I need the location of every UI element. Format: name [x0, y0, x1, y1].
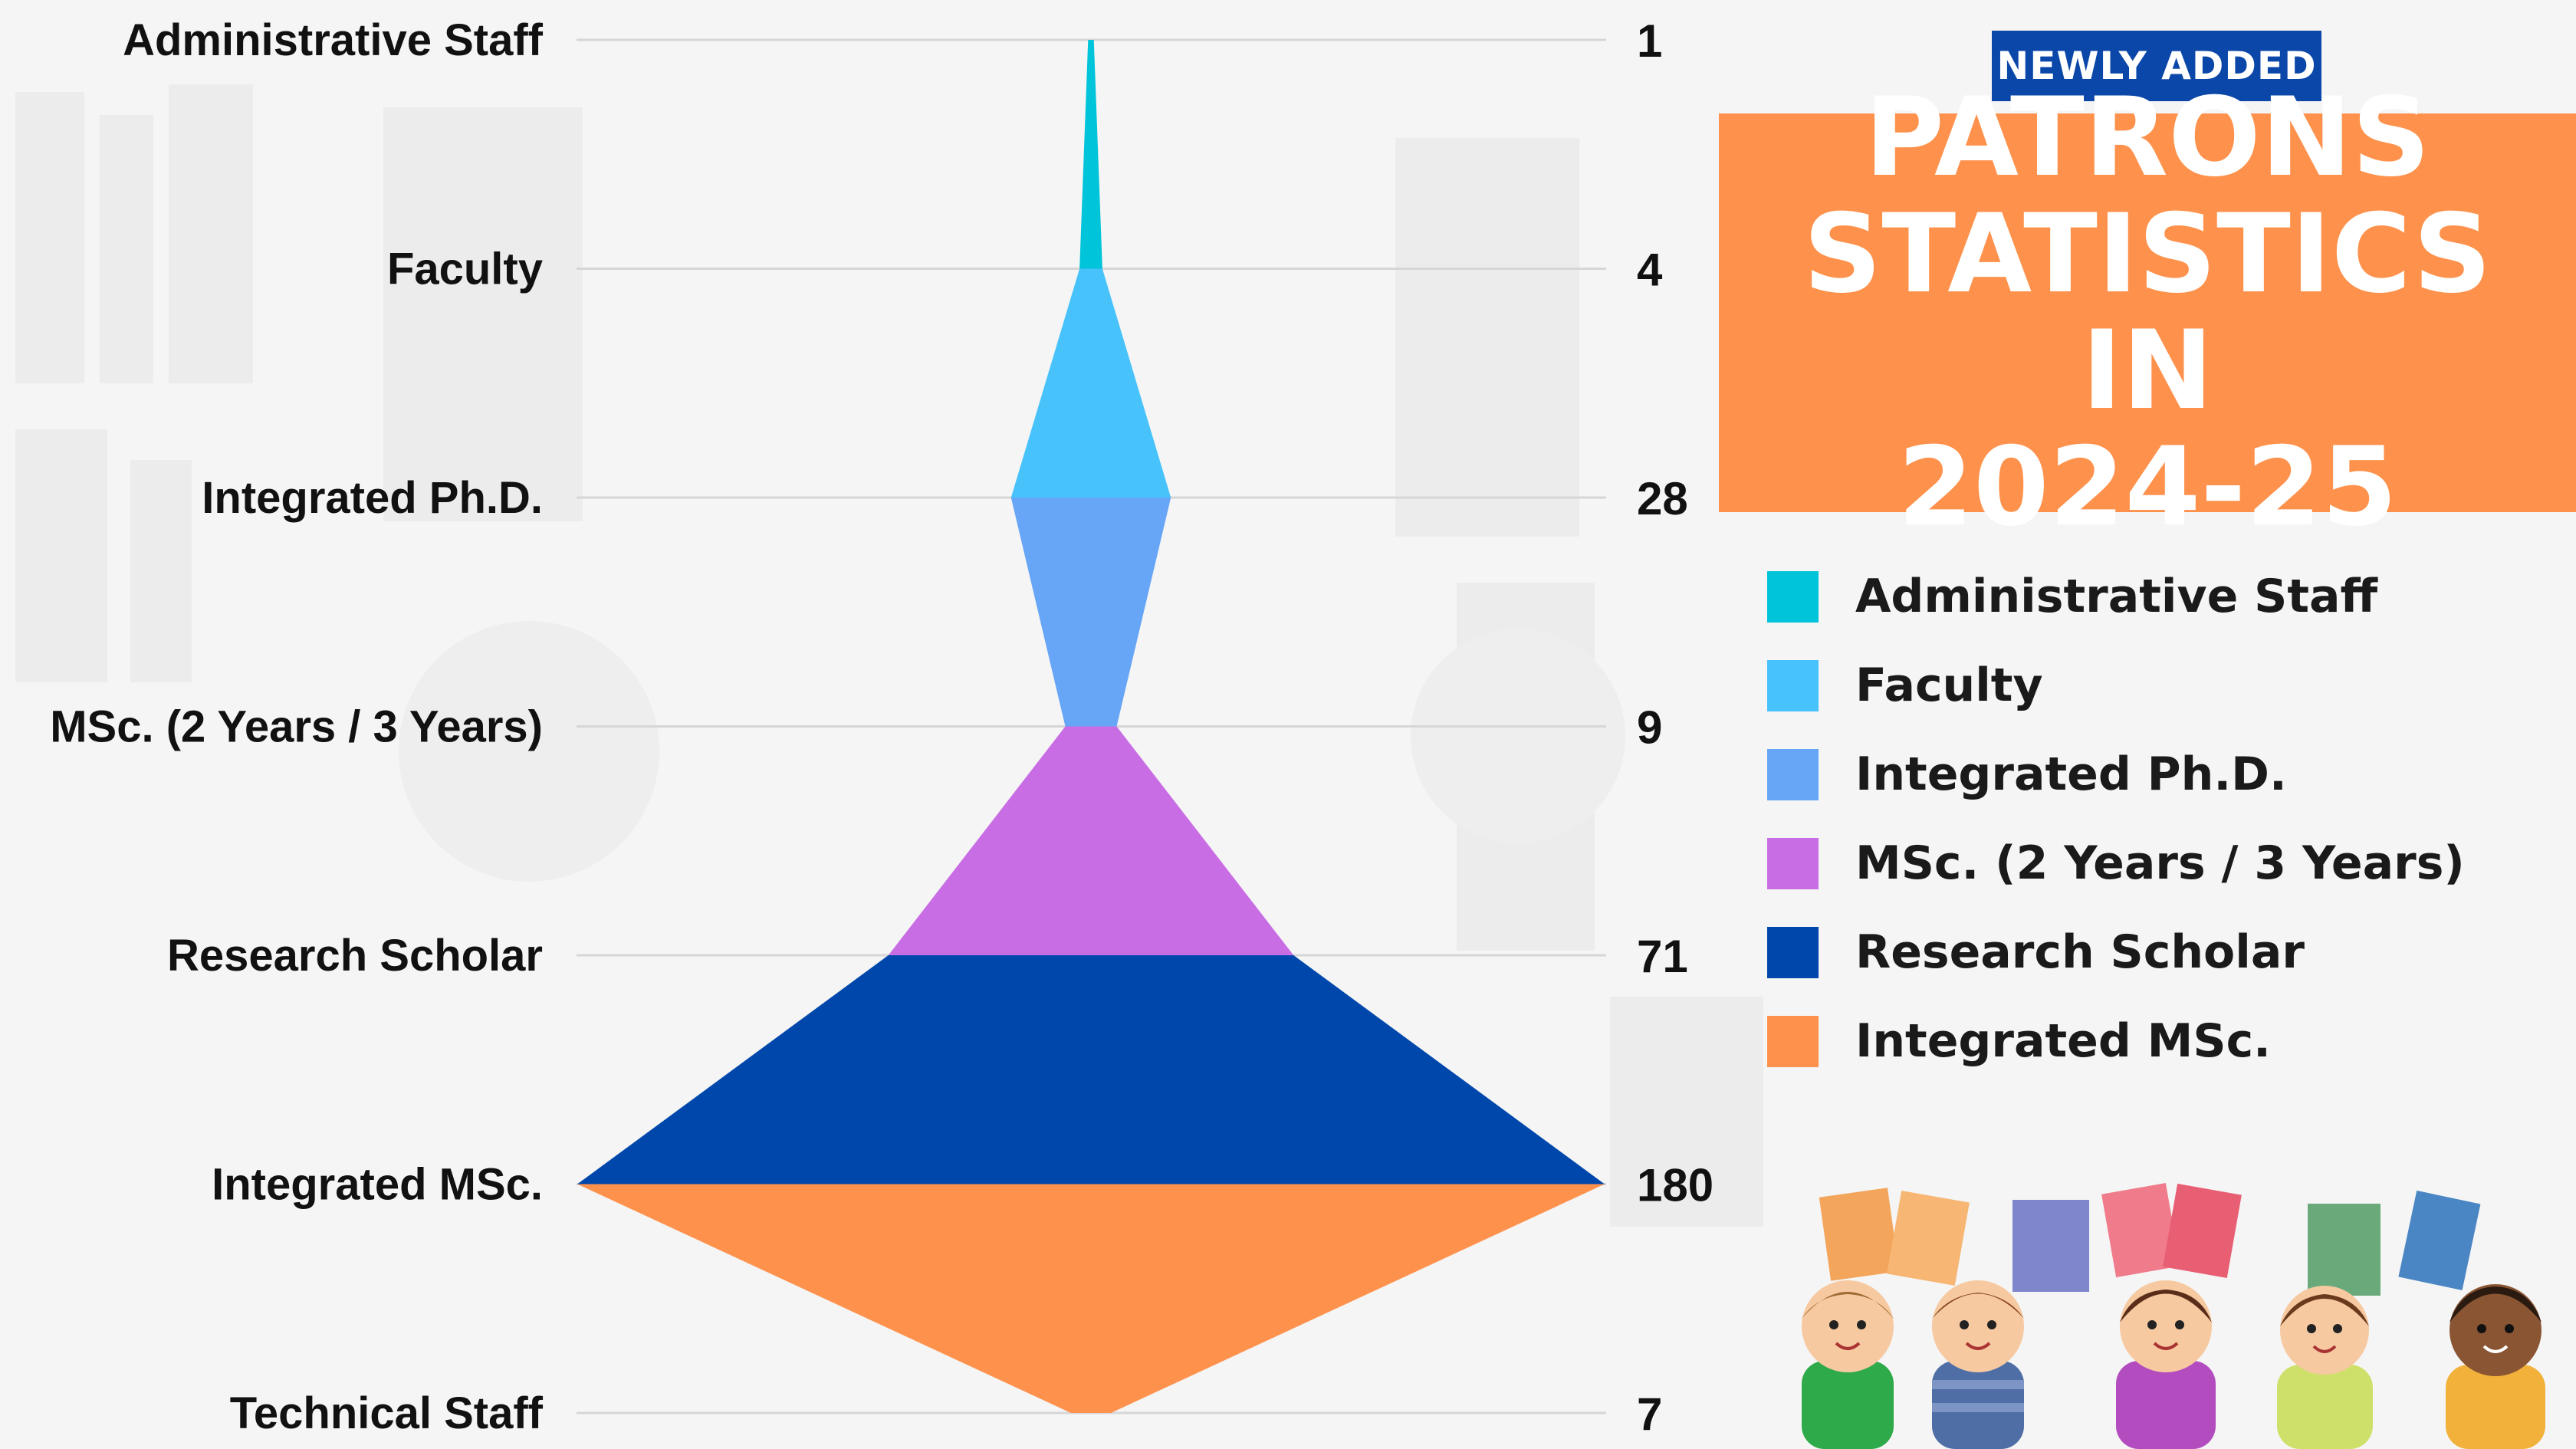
legend-item: MSc. (2 Years / 3 Years)	[1767, 819, 2465, 908]
category-labels: Administrative Staff Faculty Integrated Ph…	[50, 15, 543, 1438]
legend: Administrative Staff Faculty Integrated …	[1767, 552, 2465, 1086]
legend-item: Integrated Ph.D.	[1767, 730, 2465, 819]
kid-figure	[1802, 1280, 1894, 1449]
funnel-segment	[888, 726, 1294, 955]
kid-figure	[2277, 1286, 2373, 1449]
legend-swatch	[1767, 570, 1819, 623]
funnel-segment	[577, 1184, 1605, 1413]
category-label: Research Scholar	[167, 931, 543, 981]
kid-figure	[2116, 1280, 2216, 1449]
value-label: 28	[1637, 473, 1688, 524]
category-label: MSc. (2 Years / 3 Years)	[50, 702, 543, 752]
legend-swatch	[1767, 1015, 1819, 1067]
funnel-chart: Administrative Staff Faculty Integrated Ph…	[50, 15, 1714, 1440]
kids-with-books-illustration	[1802, 1183, 2545, 1449]
newly-added-badge: NEWLY ADDED	[1992, 31, 2321, 101]
book-icon	[2101, 1183, 2242, 1278]
kid-figure	[2446, 1284, 2545, 1449]
category-label: Faculty	[387, 245, 543, 294]
legend-swatch	[1767, 748, 1819, 800]
legend-label: Administrative Staff	[1855, 570, 2378, 623]
value-label: 180	[1637, 1160, 1714, 1211]
value-labels: 1 4 28 9 71 180 7	[1637, 15, 1714, 1440]
category-label: Administrative Staff	[123, 15, 544, 65]
legend-swatch	[1767, 926, 1819, 978]
title-line: PATRONS	[1865, 74, 2430, 201]
title-box: PATRONS STATISTICS IN 2024-25	[1719, 80, 2576, 546]
chart-title: PATRONS STATISTICS IN 2024-25	[1726, 80, 2569, 546]
book-icon	[2013, 1200, 2089, 1292]
legend-item: Administrative Staff	[1767, 552, 2465, 641]
title-line: 2024-25	[1898, 424, 2397, 550]
book-icon	[2398, 1190, 2481, 1291]
legend-label: Faculty	[1855, 659, 2043, 712]
book-icon	[1819, 1188, 1970, 1286]
funnel-segment	[577, 955, 1605, 1184]
value-label: 71	[1637, 931, 1688, 982]
legend-swatch	[1767, 659, 1819, 711]
title-line: STATISTICS IN	[1803, 191, 2492, 434]
legend-swatch	[1767, 837, 1819, 889]
book-icon	[2308, 1204, 2380, 1296]
legend-label: Integrated MSc.	[1855, 1014, 2271, 1068]
value-label: 4	[1637, 245, 1663, 296]
funnel-segment	[1010, 498, 1171, 727]
funnel-segment	[1010, 268, 1171, 498]
category-label: Integrated MSc.	[212, 1160, 543, 1210]
funnel-segment	[1079, 40, 1102, 269]
legend-item: Integrated MSc.	[1767, 997, 2465, 1086]
kid-figure	[1932, 1280, 2024, 1449]
category-label: Technical Staff	[230, 1388, 544, 1438]
legend-label: Research Scholar	[1855, 925, 2305, 979]
legend-item: Research Scholar	[1767, 908, 2465, 997]
category-label: Integrated Ph.D.	[202, 473, 543, 523]
legend-label: Integrated Ph.D.	[1855, 748, 2287, 801]
legend-item: Faculty	[1767, 641, 2465, 730]
value-label: 7	[1637, 1388, 1662, 1440]
legend-label: MSc. (2 Years / 3 Years)	[1855, 836, 2465, 890]
value-label: 1	[1637, 15, 1662, 67]
funnel-segments	[577, 40, 1605, 1413]
value-label: 9	[1637, 702, 1662, 754]
